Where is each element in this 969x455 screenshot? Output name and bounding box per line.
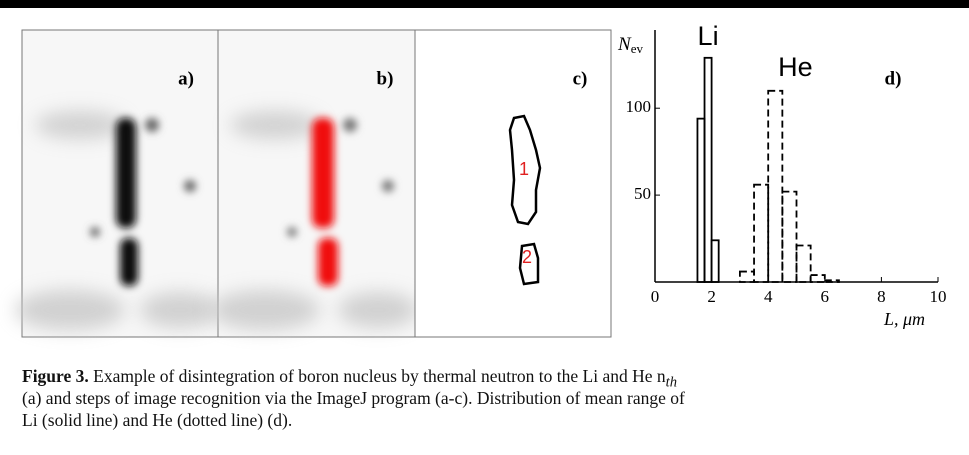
- panel-c: [414, 29, 612, 338]
- panel-label: c): [573, 68, 588, 89]
- histogram-bar: [753, 183, 770, 283]
- panel-label: d): [885, 68, 902, 89]
- series-label: He: [778, 52, 813, 82]
- caption-text: Example of disintegration of boron nucle…: [93, 366, 666, 386]
- y-axis-label: Nev: [617, 34, 643, 56]
- x-tick-label: 8: [877, 287, 886, 306]
- panel-b: [210, 29, 418, 338]
- x-axis-label: L, μm: [883, 309, 925, 329]
- caption-line: (a) and steps of image recognition via t…: [22, 388, 685, 408]
- x-tick-label: 0: [651, 287, 660, 306]
- x-tick-label: 4: [764, 287, 773, 306]
- top-bar: [0, 0, 969, 8]
- histogram-bar: [767, 89, 784, 283]
- histogram-bar: [696, 117, 706, 283]
- caption-line: Figure 3. Example of disintegration of b…: [22, 366, 677, 392]
- histogram-bar: [809, 274, 826, 283]
- x-tick-label: 6: [821, 287, 830, 306]
- histogram-bar: [781, 190, 798, 283]
- histogram-bar: [823, 279, 840, 283]
- histogram-bar: [795, 244, 812, 283]
- histogram-bar: [739, 270, 755, 283]
- caption-subscript: th: [665, 374, 677, 391]
- x-tick-label: 2: [707, 287, 716, 306]
- region-marker: 1: [519, 159, 529, 179]
- panel-a: [15, 29, 220, 338]
- panel-label: b): [377, 68, 394, 89]
- caption-line: Li (solid line) and He (dotted line) (d)…: [22, 410, 293, 430]
- y-tick-label: 50: [634, 184, 651, 203]
- caption-label: Figure 3.: [22, 366, 89, 386]
- region-marker: 2: [522, 247, 532, 267]
- panel-label: a): [178, 68, 194, 89]
- x-tick-label: 10: [930, 287, 947, 306]
- histogram-bar: [703, 56, 713, 283]
- y-tick-label: 100: [626, 97, 652, 116]
- y-axis-label-sub: ev: [631, 41, 644, 56]
- histogram-bar: [710, 239, 720, 283]
- y-axis-label-main: N: [617, 34, 632, 55]
- series-label: Li: [698, 21, 719, 51]
